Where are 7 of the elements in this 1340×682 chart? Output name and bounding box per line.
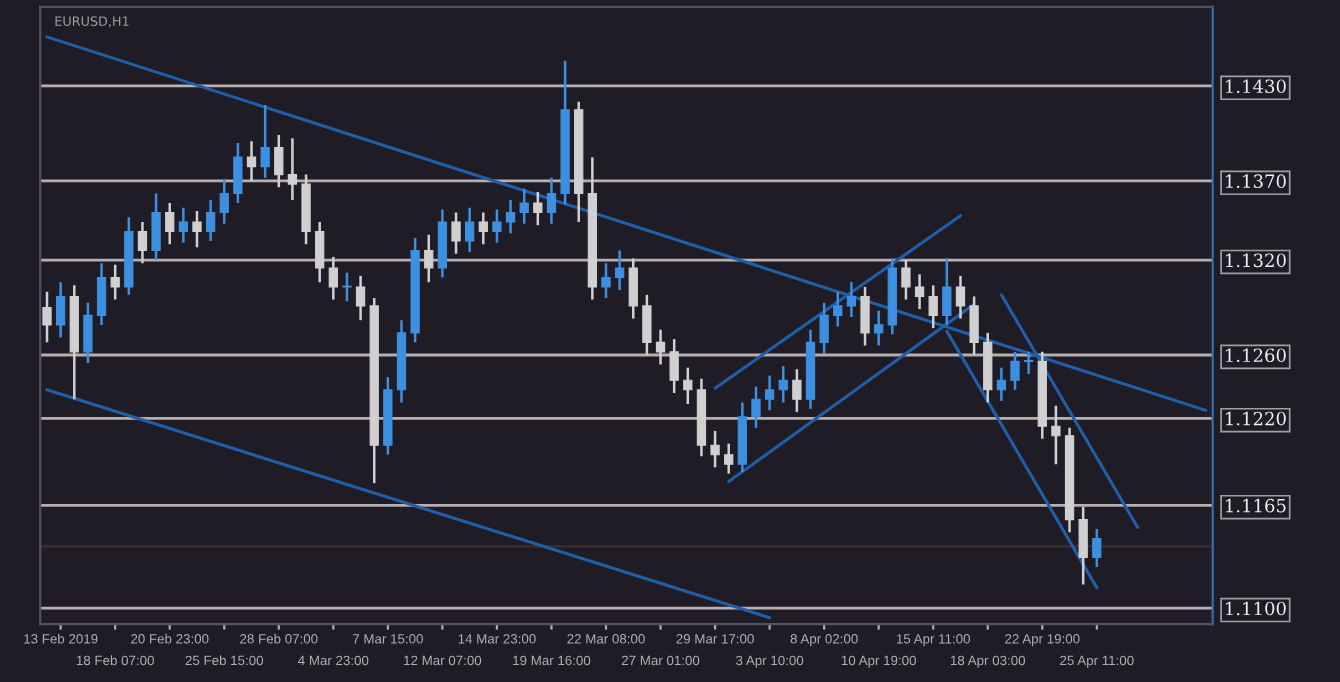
y-tick-label: 1.1430 bbox=[1226, 79, 1286, 94]
y-tick-label: 1.1165 bbox=[1226, 498, 1286, 513]
y-tick-label: 1.1370 bbox=[1226, 174, 1286, 189]
y-tick-label: 1.1100 bbox=[1226, 601, 1286, 616]
y-tick-label: 1.1260 bbox=[1226, 348, 1286, 363]
y-tick-label: 1.1320 bbox=[1226, 253, 1286, 268]
y-tick-label: 1.1220 bbox=[1226, 411, 1286, 426]
